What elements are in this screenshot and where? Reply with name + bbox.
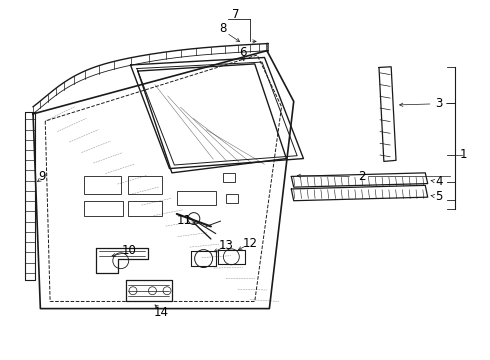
Bar: [223, 173, 235, 182]
Text: 5: 5: [435, 190, 442, 203]
Text: 2: 2: [358, 170, 366, 183]
Bar: [225, 194, 238, 203]
Text: 14: 14: [154, 306, 169, 319]
Text: 4: 4: [435, 175, 442, 188]
Text: 3: 3: [435, 97, 442, 110]
Text: 12: 12: [243, 237, 257, 250]
Text: 1: 1: [460, 148, 467, 162]
Text: 8: 8: [220, 22, 227, 35]
Text: 13: 13: [219, 239, 234, 252]
Text: 7: 7: [231, 9, 239, 22]
Text: 9: 9: [38, 170, 46, 183]
Text: 11: 11: [176, 213, 192, 226]
Text: 6: 6: [239, 46, 246, 59]
Text: 10: 10: [122, 244, 137, 257]
